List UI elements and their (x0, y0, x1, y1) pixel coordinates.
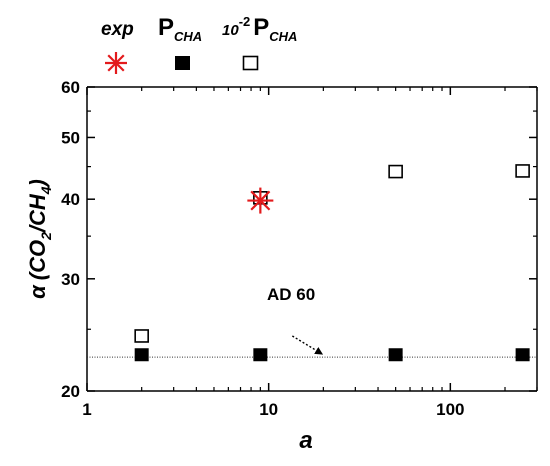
x-tick-label: 100 (436, 400, 464, 419)
point-p-cha (134, 348, 149, 362)
y-tick-label: 20 (61, 382, 80, 401)
y-tick-label: 40 (61, 190, 80, 209)
legend-label-exp: exp (101, 19, 134, 40)
legend: exp PCHA 10-2 PCHA (101, 14, 297, 74)
legend-label-p-cha: PCHA (158, 14, 202, 44)
x-axis-title: a (299, 427, 312, 454)
tick-labels: 1 10 100 20 30 40 50 60 (61, 78, 464, 419)
data-points (134, 164, 530, 362)
point-p-cha (388, 348, 403, 362)
legend-asterisk (105, 52, 127, 74)
point-p-cha (253, 348, 268, 362)
ticks (86, 86, 538, 392)
y-tick-label: 60 (61, 78, 80, 97)
x-tick-label: 10 (259, 400, 278, 419)
point-1e-2-p-cha (515, 164, 530, 178)
legend-label-1e-2-p-cha: 10-2 PCHA (222, 14, 297, 44)
y-axis-title: α(CO2/CH4) (25, 179, 54, 299)
point-1e-2-p-cha (134, 329, 149, 343)
annotation-ad60: AD 60 (267, 285, 315, 304)
legend-marker-open-square (242, 55, 259, 71)
y-tick-label: 30 (61, 270, 80, 289)
annotation-arrow (291, 335, 324, 355)
point-1e-2-p-cha (388, 164, 403, 179)
legend-marker-filled-square (175, 56, 190, 70)
point-p-cha (515, 348, 530, 362)
legend-marker-exp (105, 52, 127, 74)
point-exp (247, 187, 274, 214)
y-tick-label: 50 (61, 128, 80, 147)
x-tick-label: 1 (82, 400, 91, 419)
